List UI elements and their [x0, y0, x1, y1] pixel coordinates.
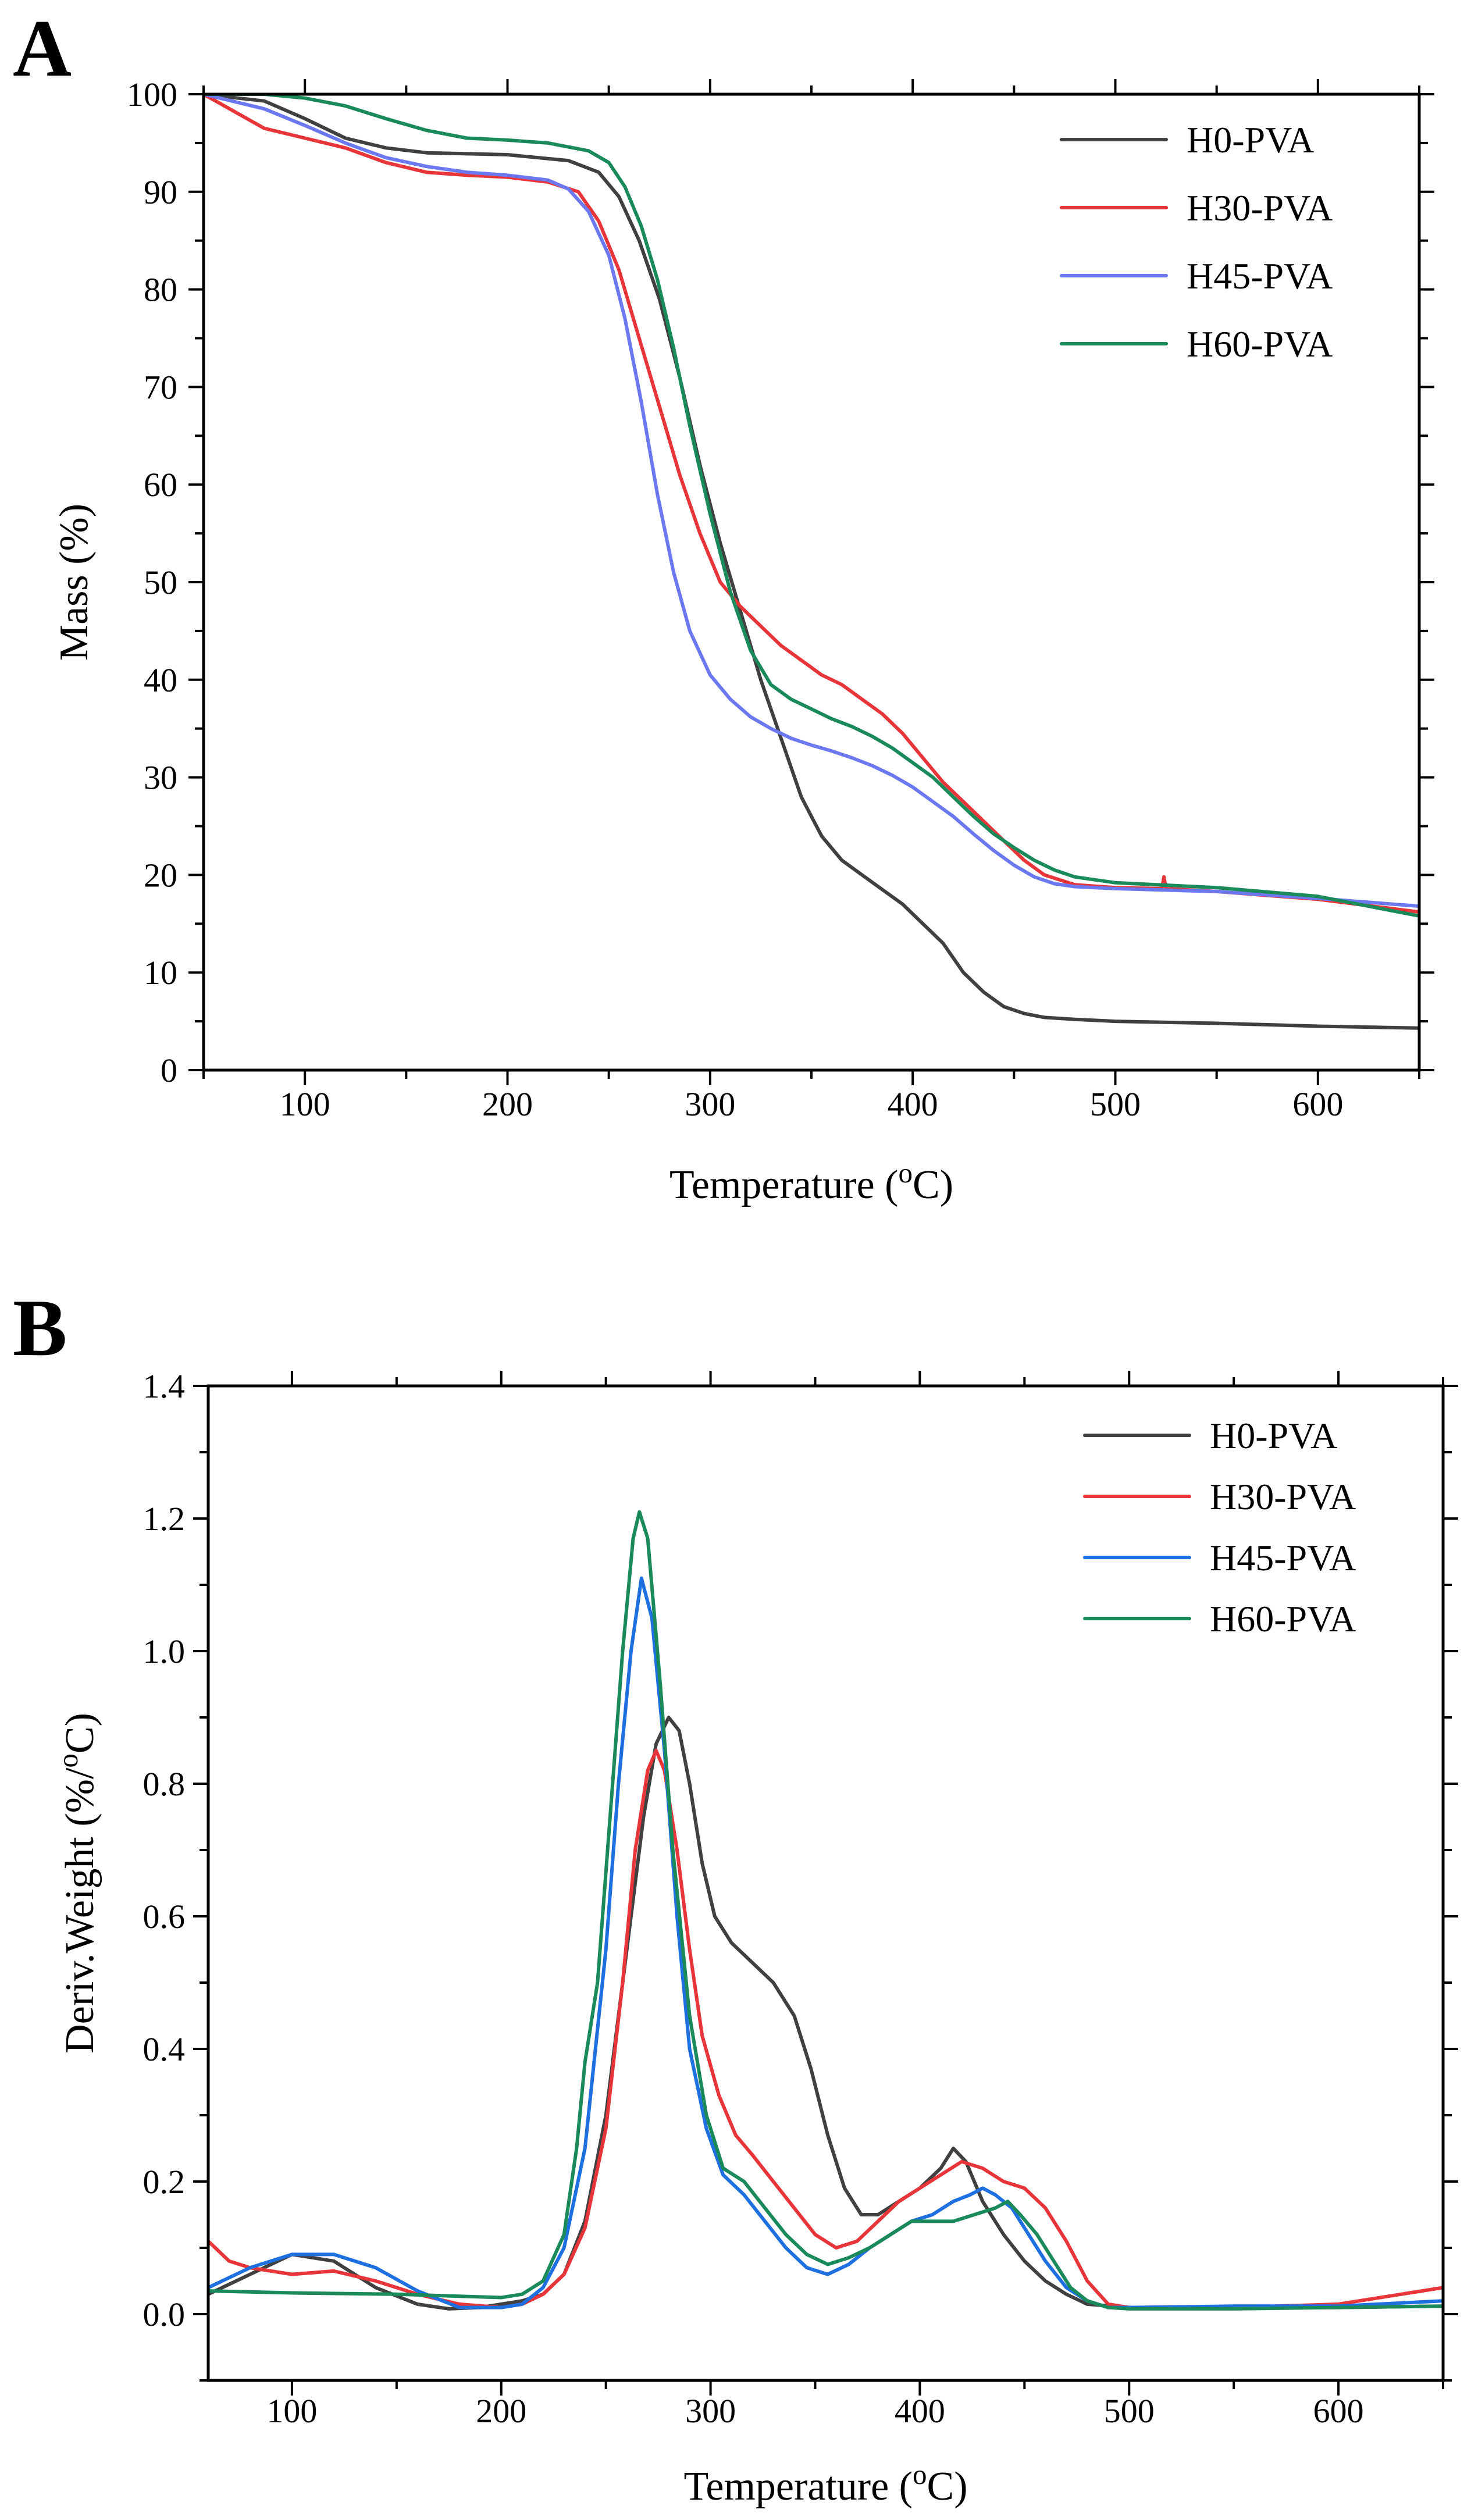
legend-label-a-h45-pva: H45-PVA — [1187, 255, 1333, 297]
x-axis-title-b: Temperature (oC) — [684, 2458, 968, 2510]
x-tick-label-b: 100 — [266, 2392, 317, 2430]
y-tick-label-b: 0.2 — [143, 2163, 186, 2201]
panel-a-plot-frame — [202, 92, 1421, 1072]
legend-label-b-h60-pva: H60-PVA — [1210, 1598, 1356, 1639]
y-tick-label-b: 1.4 — [143, 1367, 186, 1405]
series-line-a-h45-pva — [204, 94, 1419, 908]
x-tick-label-a: 100 — [280, 1085, 330, 1123]
panel-b-letter: B — [13, 1283, 67, 1373]
y-tick-label-a: 70 — [144, 368, 177, 406]
x-tick-label-b: 200 — [476, 2392, 526, 2430]
series-line-b-h60-pva — [208, 1510, 1443, 2311]
series-line-a-h60-pva — [204, 94, 1419, 918]
x-tick-label-b: 500 — [1104, 2392, 1155, 2430]
x-tick-label-b: 400 — [895, 2392, 945, 2430]
legend-label-b-h45-pva: H45-PVA — [1210, 1537, 1356, 1578]
y-tick-label-b: 0.0 — [143, 2296, 186, 2333]
y-tick-label-b: 0.6 — [143, 1898, 186, 1936]
legend-label-a-h0-pva: H0-PVA — [1187, 119, 1314, 161]
legend-label-b-h30-pva: H30-PVA — [1210, 1476, 1356, 1517]
y-tick-label-b: 1.2 — [143, 1500, 186, 1538]
panel-a-series — [204, 94, 1419, 1030]
legend-a: H0-PVA H30-PVA H45-PVA H60-PVA — [1060, 119, 1333, 365]
panel-b: B 100 200 300 400 500 600 0.0 0.2 0.4 0.6 0.8 1.0 1.… — [13, 1283, 1458, 2509]
x-tick-label-a: 500 — [1090, 1085, 1141, 1123]
series-line-a-h0-pva — [204, 94, 1419, 1030]
y-tick-label-a: 20 — [144, 856, 177, 894]
y-tick-label-b: 0.8 — [143, 1765, 186, 1803]
legend-b: H0-PVA H30-PVA H45-PVA H60-PVA — [1083, 1415, 1356, 1639]
legend-label-a-h60-pva: H60-PVA — [1187, 323, 1333, 365]
y-tick-label-b: 0.4 — [143, 2030, 186, 2068]
x-tick-label-a: 600 — [1292, 1085, 1343, 1123]
y-tick-label-a: 60 — [144, 466, 177, 504]
y-axis-title-b: Deriv.Weight (%/oC) — [52, 1713, 103, 2054]
series-line-b-h30-pva — [208, 1749, 1443, 2309]
x-tick-label-a: 200 — [482, 1085, 533, 1123]
y-tick-label-a: 100 — [127, 76, 177, 113]
x-tick-label-a: 300 — [685, 1085, 735, 1123]
y-tick-label-a: 30 — [144, 759, 177, 797]
y-tick-label-a: 90 — [144, 173, 177, 211]
y-tick-label-a: 50 — [144, 564, 177, 601]
legend-label-b-h0-pva: H0-PVA — [1210, 1415, 1337, 1456]
x-tick-label-a: 400 — [888, 1085, 938, 1123]
x-axis-title-a: Temperature (oC) — [669, 1157, 953, 1208]
x-tick-label-b: 600 — [1313, 2392, 1364, 2430]
panel-b-series — [208, 1510, 1443, 2311]
panel-a: A 100 200 300 400 500 600 0 10 20 30 40 50 60 70 80 90 1… — [13, 3, 1434, 1207]
y-axis-title-a: Mass (%) — [52, 504, 97, 661]
y-tick-label-a: 80 — [144, 271, 177, 309]
panel-a-letter: A — [13, 3, 72, 94]
y-tick-label-a: 0 — [161, 1052, 177, 1089]
y-tick-label-a: 40 — [144, 661, 177, 699]
series-line-b-h45-pva — [208, 1576, 1443, 2309]
x-tick-label-b: 300 — [685, 2392, 736, 2430]
panel-b-plot-frame — [206, 1384, 1445, 2382]
legend-label-a-h30-pva: H30-PVA — [1187, 187, 1333, 229]
series-line-b-h0-pva — [208, 1716, 1443, 2311]
y-tick-label-a: 10 — [144, 954, 177, 992]
y-tick-label-b: 1.0 — [143, 1633, 186, 1670]
